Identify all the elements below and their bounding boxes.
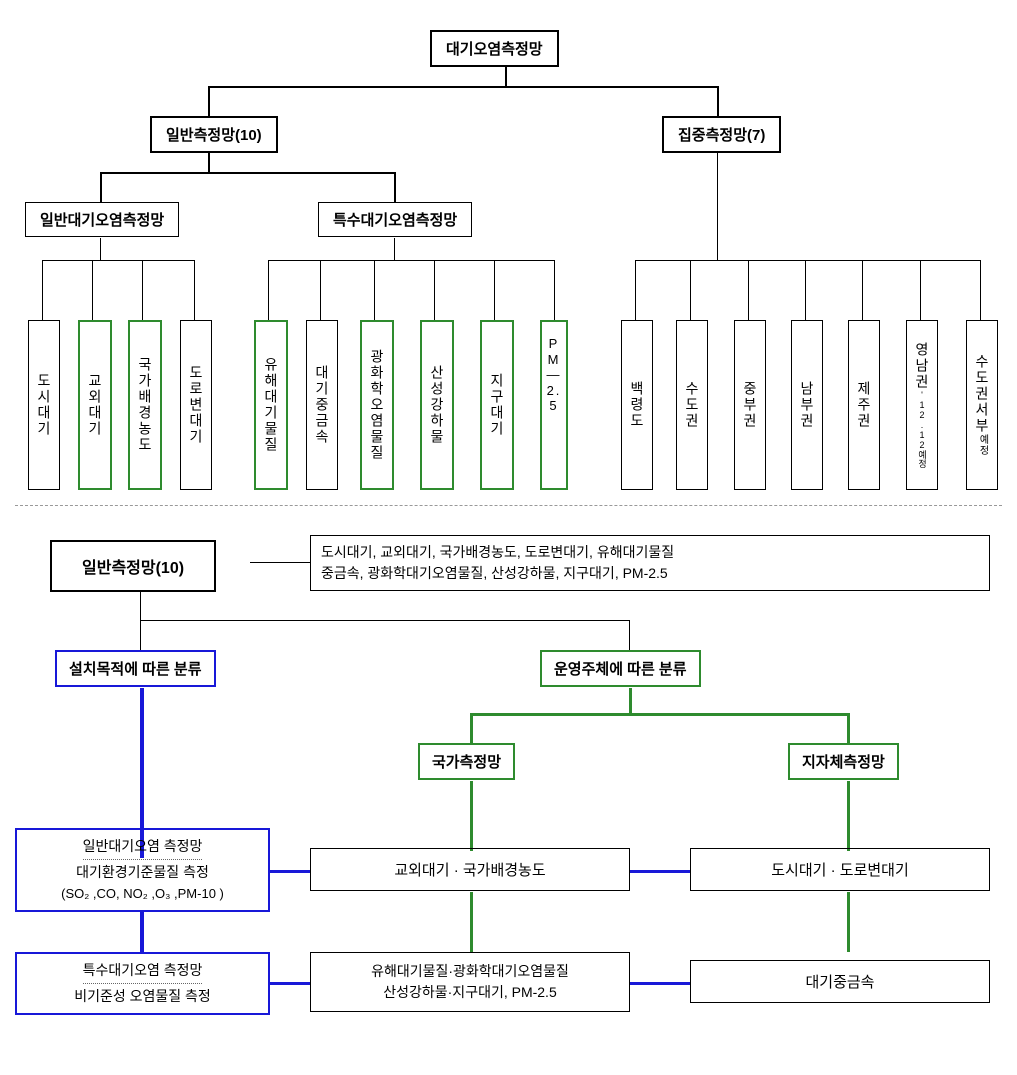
class-operator: 운영주체에 따른 분류 [540, 650, 701, 687]
leaf-special-2: 광화학오염물질 [360, 320, 394, 490]
l1-right: 집중측정망(7) [662, 116, 781, 153]
leaf-conc-5: 영남권'12.12예정 [906, 320, 938, 490]
l1-left: 일반측정망(10) [150, 116, 278, 153]
leaf-special-1: 대기중금속 [306, 320, 338, 490]
leaf-conc-5-label: 영남권 [914, 342, 930, 390]
leaf-conc-5-sub: '12.12예정 [917, 390, 927, 468]
leaf-general-2: 국가배경농도 [128, 320, 162, 490]
purpose-special-title: 특수대기오염 측정망 [83, 960, 203, 984]
local-net: 지자체측정망 [788, 743, 899, 780]
l2-left: 일반대기오염측정망 [25, 202, 179, 237]
leaf-conc-3: 남부권 [791, 320, 823, 490]
leaf-conc-6-label: 수도권서부 [974, 354, 990, 434]
national-row1: 교외대기 · 국가배경농도 [310, 848, 630, 891]
leaf-special-3: 산성강하물 [420, 320, 454, 490]
leaf-special-5: PM—2.5 [540, 320, 568, 490]
lower-desc: 도시대기, 교외대기, 국가배경농도, 도로변대기, 유해대기물질 중금속, 광… [310, 535, 990, 591]
national-row2: 유해대기물질·광화학대기오염물질산성강하물·지구대기, PM-2.5 [310, 952, 630, 1012]
purpose-general: 일반대기오염 측정망 대기환경기준물질 측정 (SO₂ ,CO, NO₂ ,O₃… [15, 828, 270, 912]
purpose-general-body: 대기환경기준물질 측정 [76, 864, 209, 880]
purpose-special-body: 비기준성 오염물질 측정 [74, 988, 211, 1004]
lower-desc-line2: 중금속, 광화학대기오염물질, 산성강하물, 지구대기, PM-2.5 [321, 565, 668, 581]
leaf-general-0: 도시대기 [28, 320, 60, 490]
leaf-general-1: 교외대기 [78, 320, 112, 490]
local-row1: 도시대기 · 도로변대기 [690, 848, 990, 891]
local-row2: 대기중금속 [690, 960, 990, 1003]
class-purpose: 설치목적에 따른 분류 [55, 650, 216, 687]
purpose-special: 특수대기오염 측정망 비기준성 오염물질 측정 [15, 952, 270, 1015]
national-net: 국가측정망 [418, 743, 515, 780]
leaf-conc-6: 수도권서부예정 [966, 320, 998, 490]
leaf-general-3: 도로변대기 [180, 320, 212, 490]
leaf-special-4: 지구대기 [480, 320, 514, 490]
leaf-conc-0: 백령도 [621, 320, 653, 490]
leaf-conc-6-sub: 예정 [977, 434, 988, 456]
purpose-general-sub: (SO₂ ,CO, NO₂ ,O₃ ,PM-10 ) [61, 886, 224, 901]
divider [15, 505, 1002, 506]
root-node: 대기오염측정망 [430, 30, 559, 67]
leaf-conc-1: 수도권 [676, 320, 708, 490]
leaf-conc-4: 제주권 [848, 320, 880, 490]
lower-title: 일반측정망(10) [50, 540, 216, 592]
lower-desc-line1: 도시대기, 교외대기, 국가배경농도, 도로변대기, 유해대기물질 [321, 544, 674, 560]
leaf-special-0: 유해대기물질 [254, 320, 288, 490]
leaf-conc-2: 중부권 [734, 320, 766, 490]
l2-right: 특수대기오염측정망 [318, 202, 472, 237]
purpose-general-title: 일반대기오염 측정망 [83, 836, 203, 860]
